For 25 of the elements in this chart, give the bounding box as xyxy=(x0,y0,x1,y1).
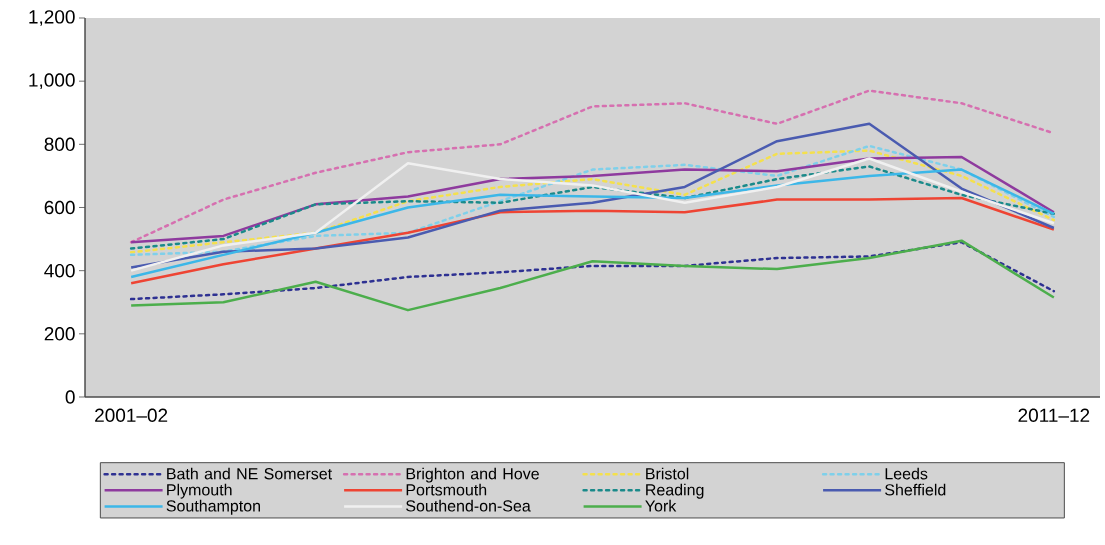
y-tick-label: 0 xyxy=(65,390,75,404)
legend-label: Brighton and Hove xyxy=(406,467,539,483)
legend-label: York xyxy=(645,499,677,512)
legend-label: Reading xyxy=(646,483,704,499)
legend-label: Plymouth xyxy=(167,483,232,499)
line-series xyxy=(129,165,1056,250)
line-series xyxy=(129,196,1056,285)
legend-label: Southend-on-Sea xyxy=(406,499,531,512)
y-tick-label: 200 xyxy=(44,327,75,341)
legend-label: Bath and NE Somerset xyxy=(167,467,333,480)
y-tick-label: 600 xyxy=(44,200,75,215)
y-tick-label: 1,200 xyxy=(29,10,75,26)
x-tick-label: 2001–02 xyxy=(95,408,168,422)
y-tick-label: 1,000 xyxy=(29,73,75,90)
legend-label: Sheffield xyxy=(885,483,946,496)
legend-label: Leeds xyxy=(885,467,928,480)
y-tick-label: 400 xyxy=(44,263,75,278)
line-series xyxy=(129,155,1056,244)
line-series xyxy=(129,240,1056,301)
legend-label: Portsmouth xyxy=(406,483,487,496)
legend-label: Southampton xyxy=(166,499,260,515)
line-series xyxy=(129,239,1056,312)
y-tick-label: 800 xyxy=(44,137,75,152)
legend-label: Bristol xyxy=(646,467,689,480)
x-tick-label: 2011–12 xyxy=(1018,408,1090,422)
